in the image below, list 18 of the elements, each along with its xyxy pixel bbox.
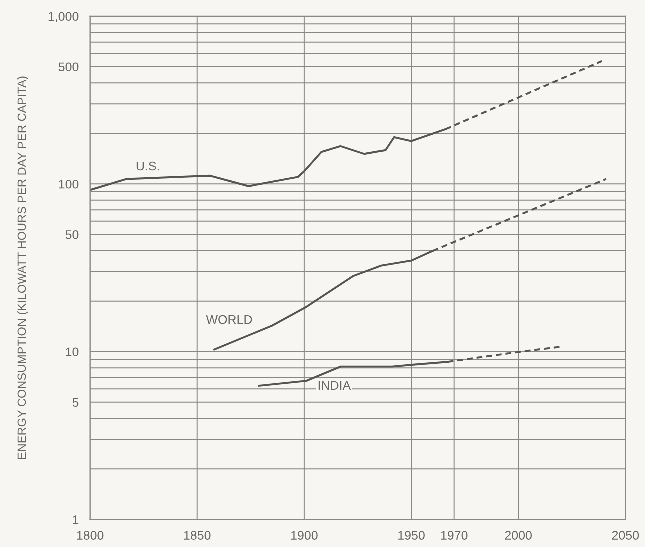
y-tick-label: 10 [66,348,79,357]
y-tick-label: 5 [72,398,79,408]
annotation: WORLD [206,315,252,324]
y-tick-label: 100 [59,180,79,189]
y-tick-label: 500 [58,62,79,72]
x-tick-label: 2000 [505,531,532,540]
x-tick-label: 1970 [441,531,468,540]
x-tick-label: 1950 [398,531,425,540]
y-tick-label: 50 [66,230,79,240]
y-tick-label: 1 [73,516,79,524]
annotation: INDIA [318,381,352,390]
y-tick-label: 1,000 [48,12,79,23]
x-tick-label: 1850 [184,531,211,540]
x-tick-label: 1900 [291,531,318,540]
x-tick-label: 1800 [77,531,104,540]
y-axis-title: ENERGY CONSUMPTION (KILOWATT HOURS PER DAY PER CAPITA) [17,76,28,460]
annotation: U.S. [136,162,160,171]
x-tick-label: 2050 [612,531,640,540]
